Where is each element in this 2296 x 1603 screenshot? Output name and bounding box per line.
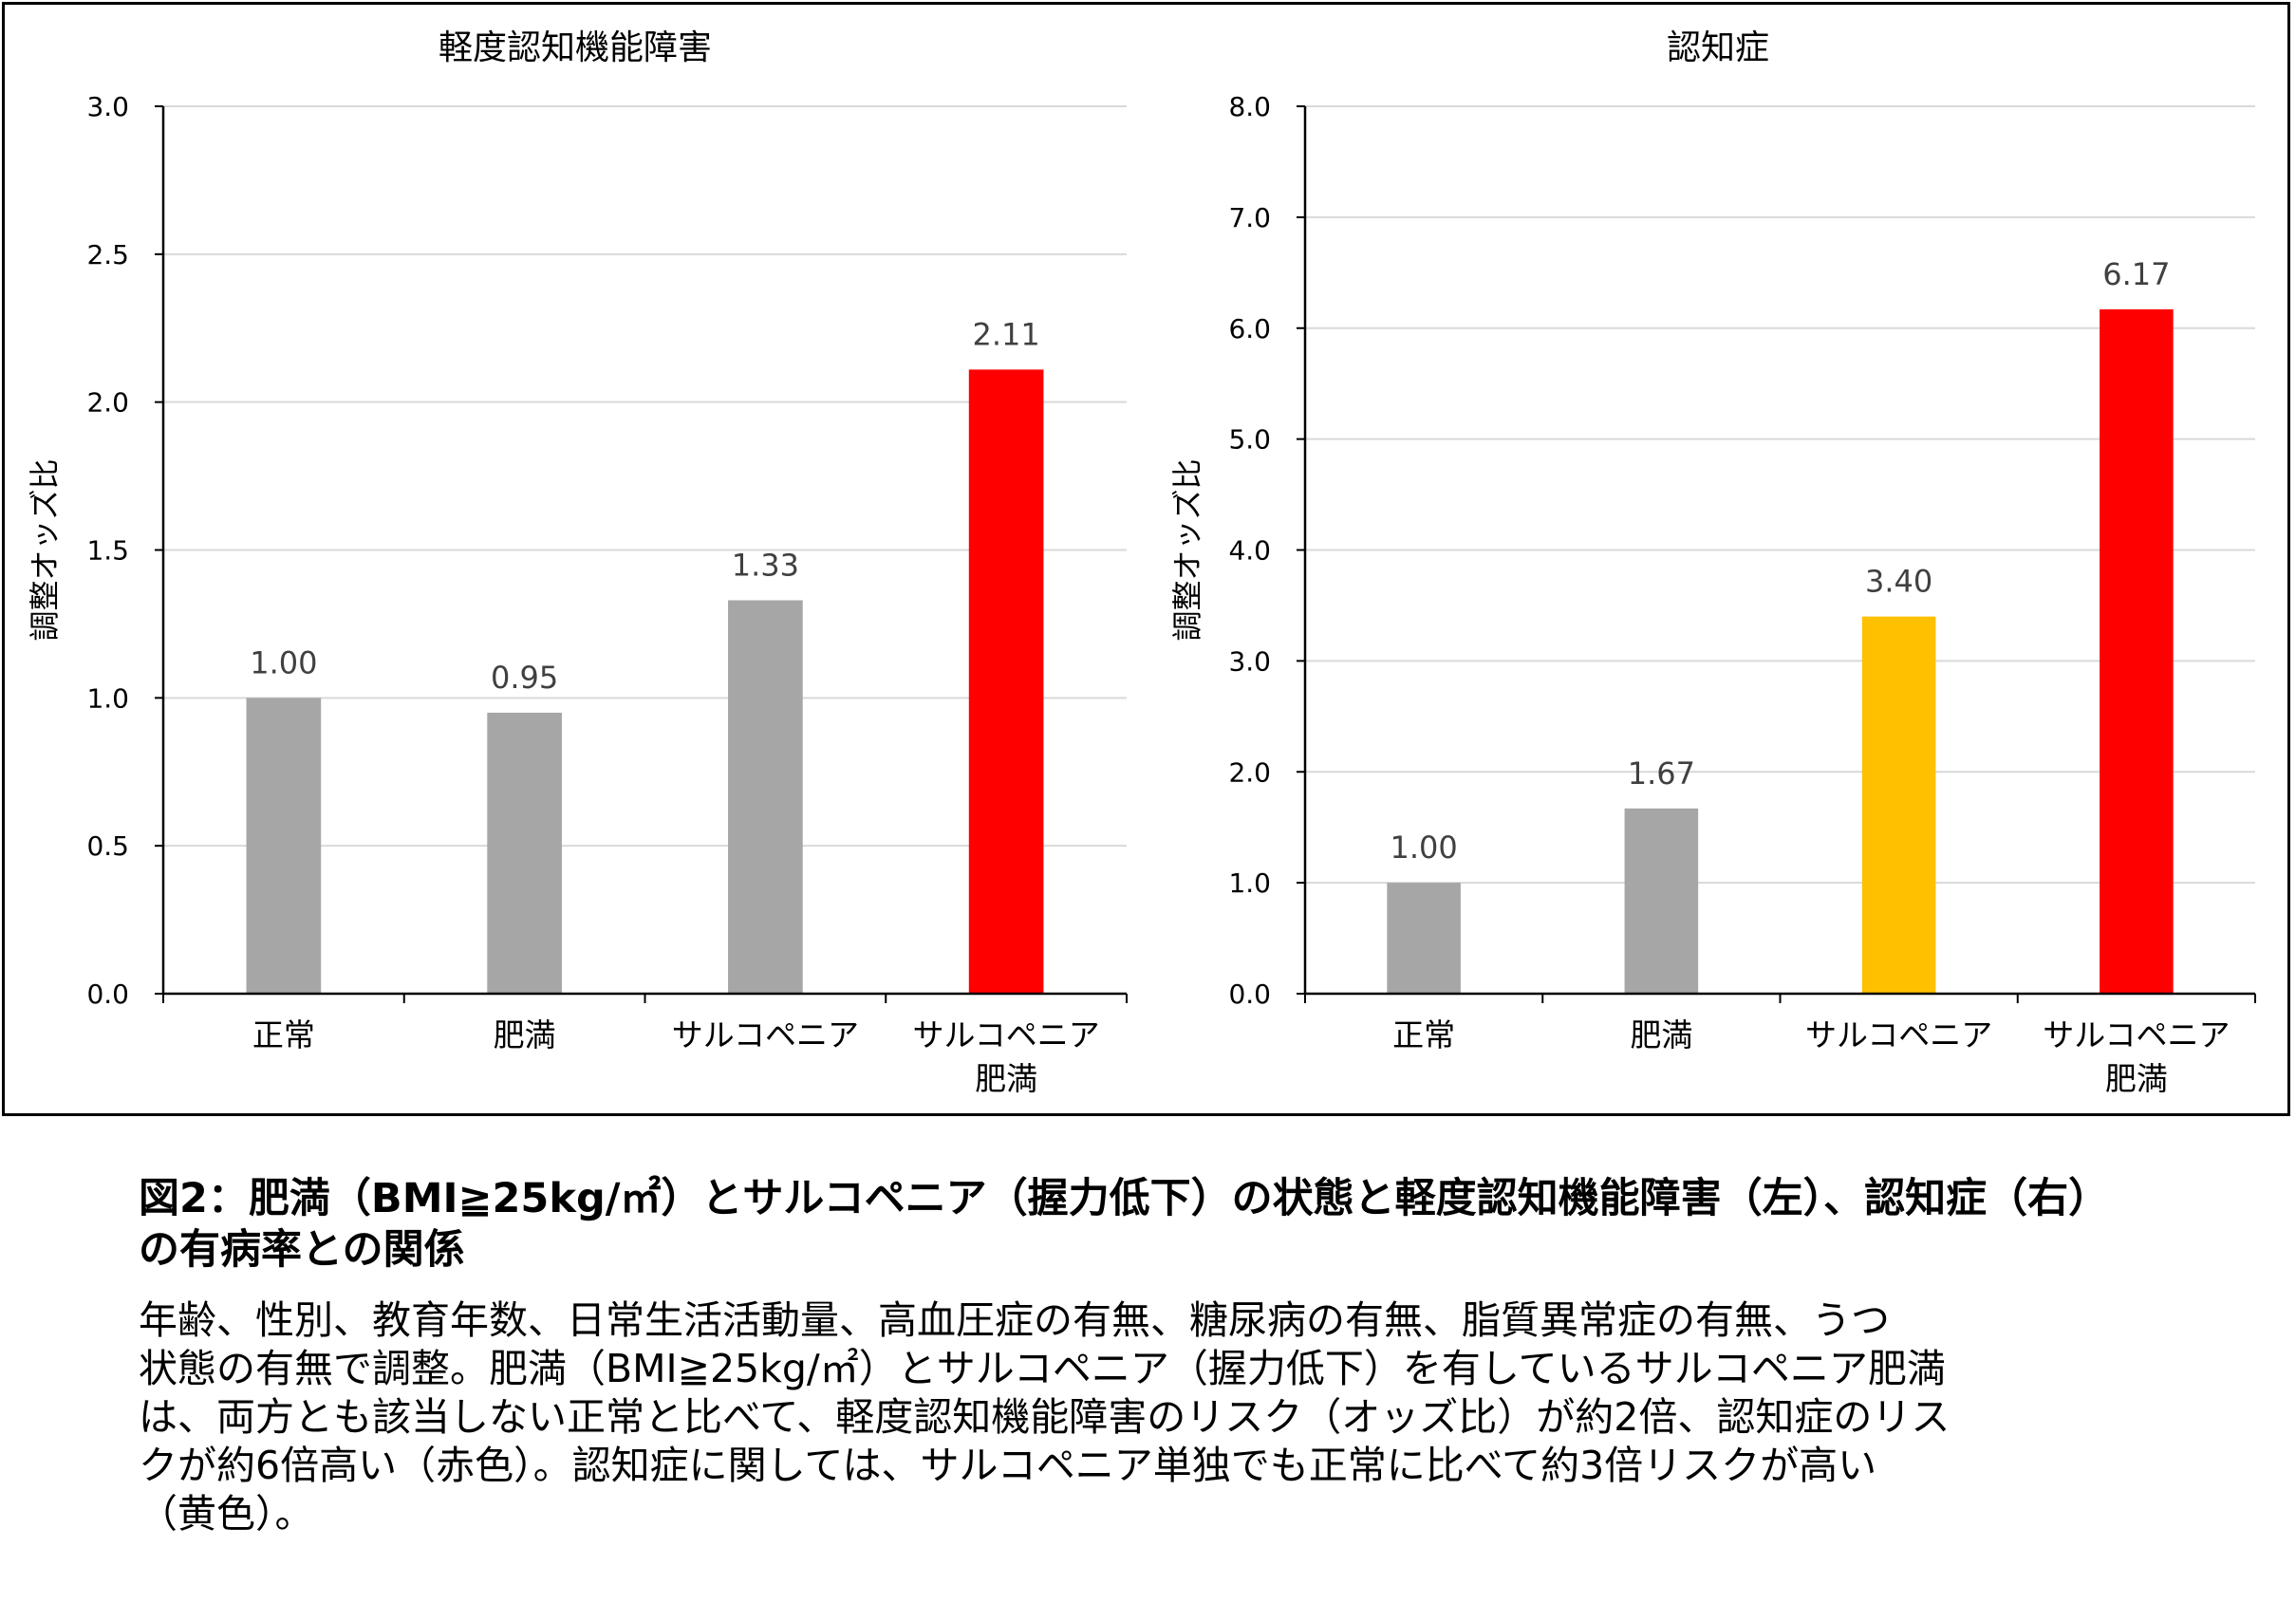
y-tick-label: 4.0: [1228, 535, 1271, 567]
data-label: 1.00: [250, 644, 317, 680]
x-tick-label: 正常: [252, 1016, 315, 1053]
y-tick-label: 0.0: [1228, 979, 1271, 1010]
data-label: 1.00: [1391, 829, 1458, 866]
y-tick-label: 1.5: [86, 535, 129, 567]
y-tick-label: 2.5: [86, 239, 129, 270]
x-tick-label: サルコペニア: [1805, 1016, 1992, 1053]
caption-body-line: 年齢、性別、教育年数、日常生活活動量、高血圧症の有無、糖尿病の有無、脂質異常症の…: [139, 1297, 1890, 1343]
y-tick-label: 0.5: [86, 830, 129, 862]
caption-body: 年齢、性別、教育年数、日常生活活動量、高血圧症の有無、糖尿病の有無、脂質異常症の…: [139, 1296, 2179, 1538]
bar: [1624, 808, 1699, 994]
y-tick-label: 3.0: [86, 91, 129, 122]
y-axis-label: 調整オッズ比: [27, 458, 63, 641]
chart-title: 認知症: [1667, 28, 1769, 67]
y-tick-label: 5.0: [1228, 424, 1271, 456]
x-tick-label: 肥満: [2105, 1060, 2168, 1097]
x-tick-label: 肥満: [494, 1016, 556, 1053]
y-tick-label: 2.0: [1228, 756, 1271, 788]
y-axis-label: 調整オッズ比: [1169, 458, 1205, 641]
y-tick-label: 8.0: [1228, 91, 1271, 122]
x-tick-label: サルコペニア: [912, 1016, 1099, 1053]
caption-title-line-1: 図2：肥満（BMI≧25kg/㎡）とサルコペニア（握力低下）の状態と軽度認知機能…: [139, 1175, 2110, 1222]
caption-body-line: クが約6倍高い（赤色）。認知症に関しては、サルコペニア単独でも正常に比べて約3倍…: [139, 1443, 1877, 1488]
x-tick-label: 正常: [1392, 1016, 1455, 1053]
bar: [1387, 883, 1461, 994]
y-tick-label: 7.0: [1228, 202, 1271, 233]
bar: [246, 698, 322, 994]
bar: [2100, 308, 2174, 995]
caption-body-line: は、両方とも該当しない正常と比べて、軽度認知機能障害のリスク（オッズ比）が約2倍…: [139, 1394, 1951, 1440]
bar: [487, 712, 562, 994]
caption-title-line-2: の有病率との関係: [139, 1226, 465, 1274]
data-label: 2.11: [973, 316, 1040, 352]
y-tick-label: 1.0: [1228, 867, 1271, 899]
data-label: 1.67: [1628, 755, 1695, 792]
x-tick-label: サルコペニア: [672, 1016, 859, 1053]
caption-title: 図2：肥満（BMI≧25kg/㎡）とサルコペニア（握力低下）の状態と軽度認知機能…: [139, 1173, 2179, 1276]
figure-frame: [2, 2, 2290, 1116]
bar: [968, 369, 1044, 995]
y-tick-label: 6.0: [1228, 313, 1271, 345]
y-tick-label: 0.0: [86, 979, 129, 1010]
y-tick-label: 1.0: [86, 682, 129, 714]
chart-title: 軽度認知機能障害: [439, 28, 712, 67]
data-label: 3.40: [1865, 564, 1932, 600]
data-label: 1.33: [732, 547, 799, 583]
bar: [1861, 616, 1936, 994]
x-tick-label: サルコペニア: [2043, 1016, 2230, 1053]
data-label: 6.17: [2102, 256, 2170, 292]
x-tick-label: 肥満: [1630, 1016, 1692, 1053]
y-tick-label: 2.0: [86, 387, 129, 419]
caption-body-line: （黄色）。: [139, 1491, 314, 1537]
data-label: 0.95: [491, 660, 558, 696]
x-tick-label: 肥満: [975, 1060, 1037, 1097]
bar: [728, 600, 803, 994]
y-tick-label: 3.0: [1228, 645, 1271, 677]
caption-body-line: 状態の有無で調整。肥満（BMI≧25kg/㎡）とサルコペニア（握力低下）を有して…: [139, 1346, 1946, 1391]
